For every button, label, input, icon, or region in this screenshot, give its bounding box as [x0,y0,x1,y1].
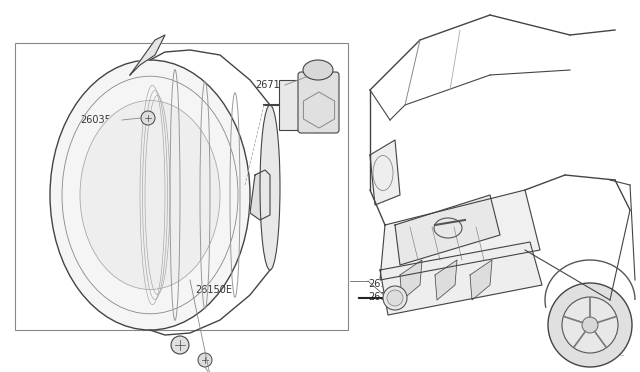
Circle shape [562,297,618,353]
FancyBboxPatch shape [298,72,339,133]
Polygon shape [380,190,540,280]
Circle shape [141,111,155,125]
Text: J96300000C: J96300000C [579,349,625,358]
Ellipse shape [171,336,189,354]
Polygon shape [470,260,492,300]
Text: 26150E: 26150E [195,285,232,295]
Ellipse shape [303,60,333,80]
Polygon shape [380,242,542,315]
Ellipse shape [50,60,250,330]
Bar [15,43,348,330]
Text: 26155〈LH〉: 26155〈LH〉 [368,291,424,301]
Circle shape [582,317,598,333]
Circle shape [548,283,632,367]
Polygon shape [395,195,500,265]
Bar [279,80,301,130]
Polygon shape [400,260,422,300]
Text: 26150〈RH〉: 26150〈RH〉 [368,278,425,288]
Polygon shape [130,35,165,75]
Ellipse shape [80,100,220,289]
Circle shape [198,353,212,367]
Circle shape [387,290,403,306]
Text: 26719: 26719 [255,80,286,90]
Circle shape [383,286,407,310]
Polygon shape [250,170,270,220]
Polygon shape [370,140,400,205]
Polygon shape [435,260,457,300]
Ellipse shape [260,105,280,270]
Text: 26035B: 26035B [80,115,118,125]
